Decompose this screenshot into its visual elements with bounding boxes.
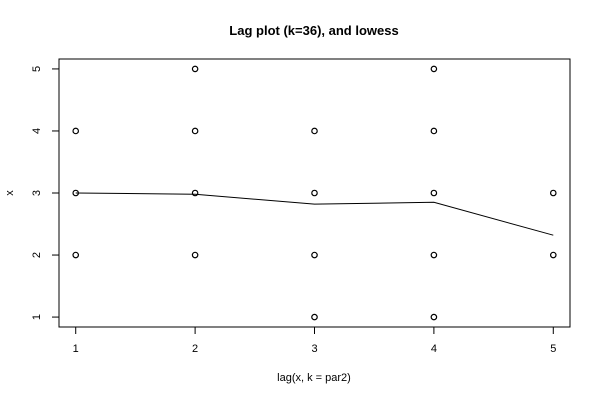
x-tick-label: 5: [550, 343, 556, 355]
x-tick-label: 1: [73, 343, 79, 355]
y-tick-label: 2: [31, 252, 43, 258]
x-axis: 1 2 3 4 5: [73, 326, 556, 355]
data-point: [191, 189, 199, 197]
data-point: [430, 313, 438, 321]
y-tick-label: 5: [31, 66, 43, 72]
data-point: [311, 127, 318, 135]
data-point: [430, 189, 438, 197]
chart-title: Lag plot (k=36), and lowess: [229, 23, 398, 38]
y-tick-label: 1: [31, 314, 43, 320]
y-tick-label: 3: [31, 190, 43, 196]
y-tick-label: 4: [31, 128, 43, 134]
scatter-points: [72, 65, 557, 321]
data-point: [72, 127, 80, 135]
lowess-line: [75, 192, 554, 236]
data-point: [311, 189, 318, 197]
y-axis: 1 2 3 4 5: [31, 66, 60, 320]
x-axis-label: lag(x, k = par2): [277, 372, 351, 384]
y-axis-label: x: [4, 190, 16, 196]
plot-frame: [58, 58, 571, 328]
data-point: [191, 65, 199, 73]
x-tick-label: 3: [311, 343, 317, 355]
data-point: [311, 251, 318, 259]
data-point: [72, 251, 80, 259]
x-tick-label: 2: [192, 343, 198, 355]
data-point: [191, 251, 199, 259]
data-point: [549, 251, 557, 259]
data-point: [430, 127, 438, 135]
data-point: [430, 65, 438, 73]
data-point: [311, 313, 318, 321]
data-point: [549, 189, 557, 197]
x-tick-label: 4: [431, 343, 437, 355]
data-point: [191, 127, 199, 135]
data-point: [430, 251, 438, 259]
